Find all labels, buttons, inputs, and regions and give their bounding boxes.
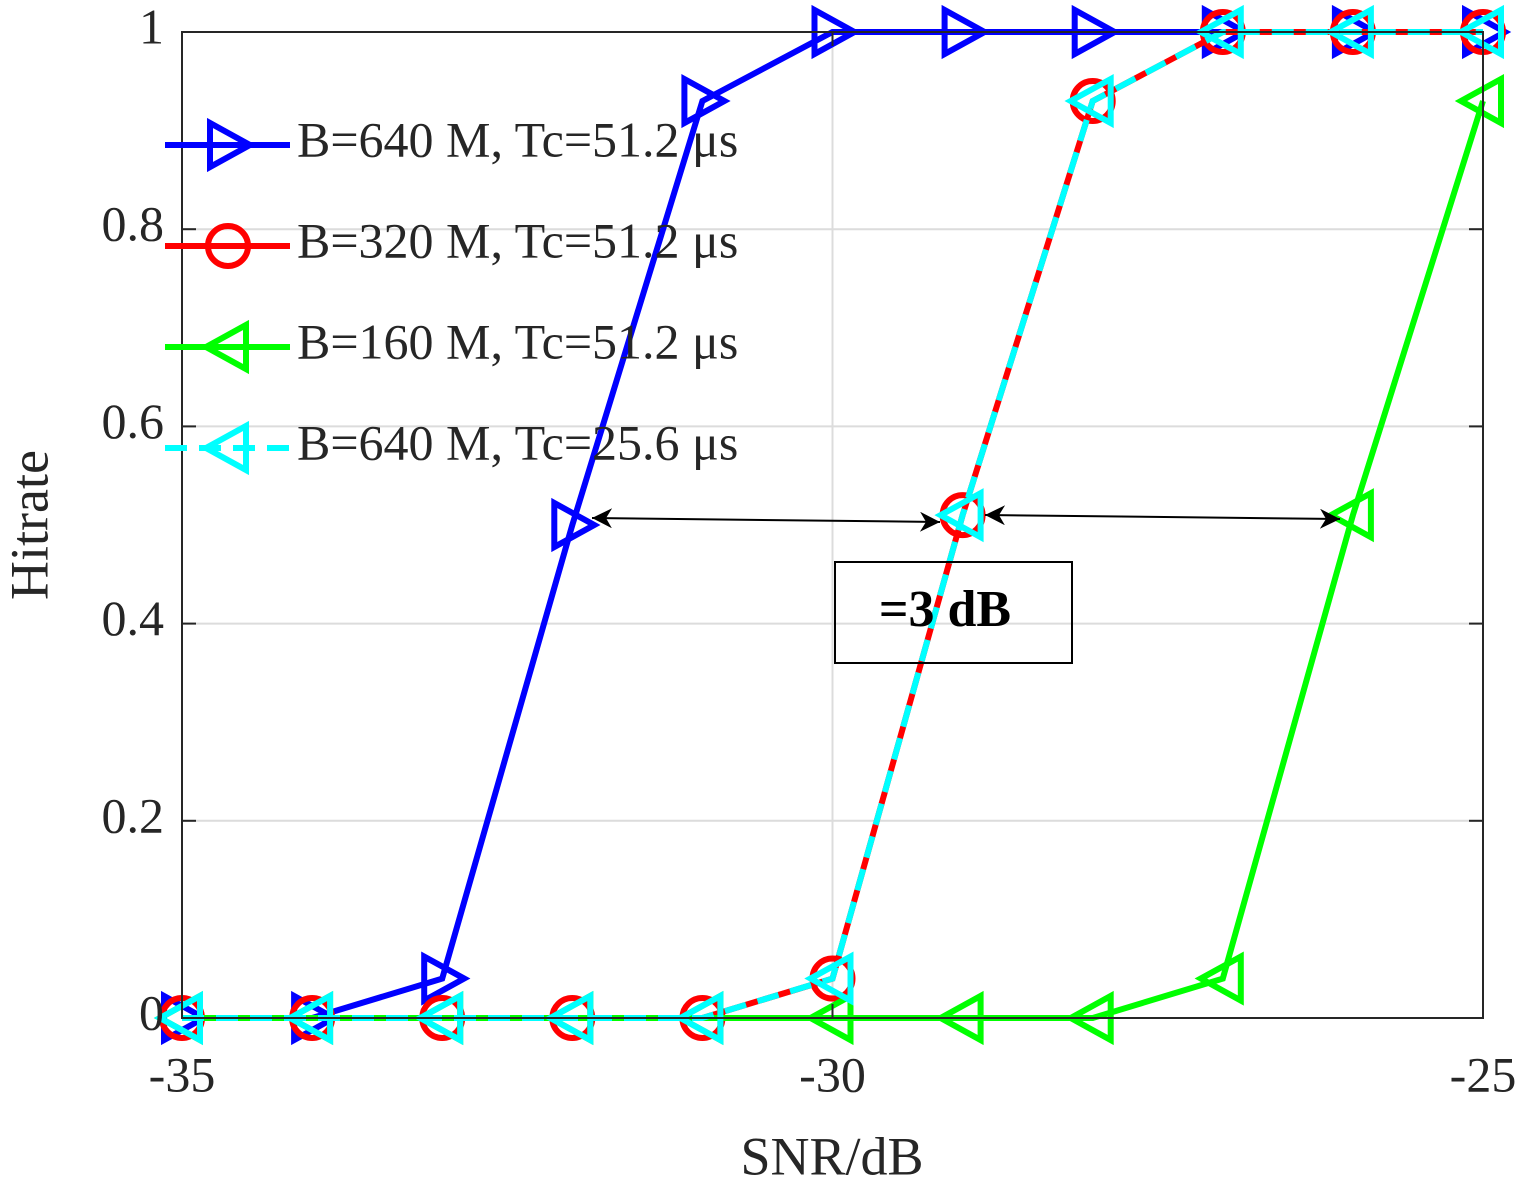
legend-label: B=640 M, Tc=51.2 μs (297, 111, 738, 167)
annotation-group: =3 dB (591, 505, 1341, 664)
arrow (591, 508, 941, 532)
legend: B=640 M, Tc=51.2 μs B=320 M, Tc=51.2 μs B=… (165, 111, 738, 476)
legend-label: B=160 M, Tc=51.2 μs (297, 313, 738, 369)
marker (1064, 73, 1114, 129)
y-tick-label: 0 (139, 984, 164, 1040)
y-tick-label: 0.2 (102, 787, 165, 843)
marker (205, 223, 251, 269)
x-axis-label: SNR/dB (740, 1126, 923, 1186)
marker (804, 951, 854, 1006)
marker (1454, 4, 1504, 60)
marker (1324, 488, 1374, 543)
arrow (984, 505, 1341, 529)
marker (199, 420, 249, 476)
legend-label: B=640 M, Tc=25.6 μs (297, 414, 738, 470)
x-tick-label: -25 (1450, 1046, 1517, 1102)
x-tick-label: -30 (799, 1046, 866, 1102)
x-tick-label: -35 (149, 1046, 216, 1102)
annotation-box (834, 561, 1073, 664)
marker (681, 73, 731, 129)
marker (199, 319, 249, 375)
y-axis-label: Hitrate (0, 450, 59, 600)
marker (934, 488, 984, 543)
y-tick-label: 0.4 (102, 590, 165, 646)
marker (551, 497, 601, 553)
y-tick-label: 0.6 (102, 393, 165, 449)
marker (207, 117, 257, 173)
marker (1454, 73, 1504, 129)
y-tick-label: 1 (139, 0, 164, 54)
legend-label: B=320 M, Tc=51.2 μs (297, 212, 738, 268)
y-tick-label: 0.8 (102, 196, 165, 252)
annotation: =3 dB (879, 581, 1011, 638)
marker (1194, 951, 1244, 1006)
marker (421, 951, 471, 1006)
